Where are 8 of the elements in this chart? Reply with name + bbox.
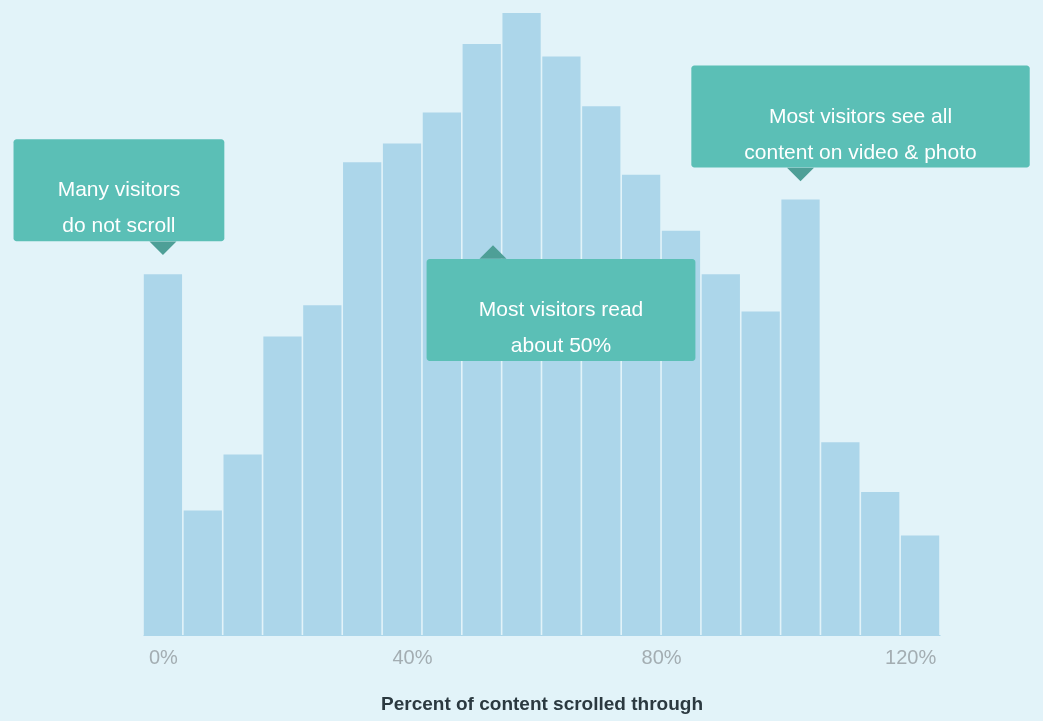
annotation: Many visitors do not scroll [57, 177, 181, 237]
x-tick-label: 80% [641, 645, 682, 668]
x-axis-title: Percent of content scrolled through [381, 692, 703, 714]
annotation: Most visitors see all content on video & photo [744, 103, 977, 163]
x-tick-label: 40% [392, 645, 433, 668]
annotation: Most visitors read about 50% [478, 297, 644, 356]
x-tick-label: 120% [885, 645, 937, 668]
x-tick-label: 0% [148, 645, 179, 668]
